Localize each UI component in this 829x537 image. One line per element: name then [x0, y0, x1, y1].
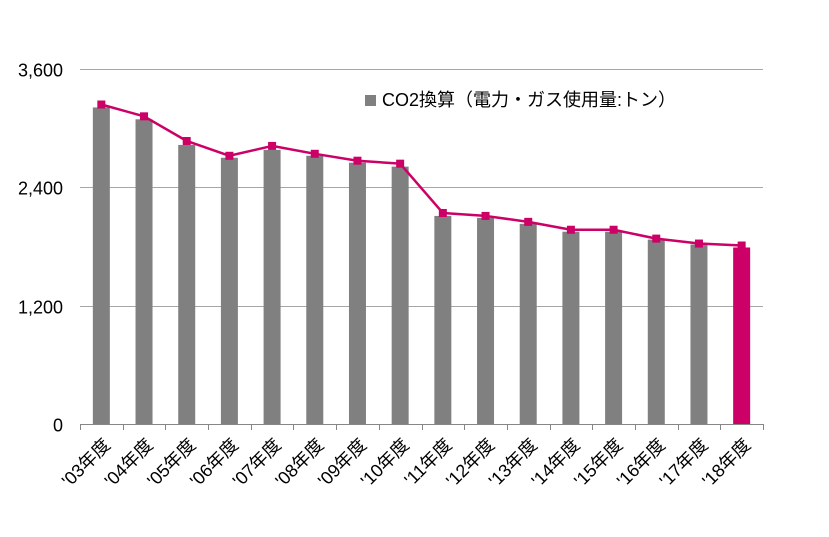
bar	[92, 107, 110, 424]
bars	[92, 107, 751, 425]
line-marker	[97, 100, 106, 109]
bar	[733, 247, 751, 424]
x-tick-label: '18年度	[698, 435, 754, 491]
line-marker	[310, 149, 319, 158]
bar	[178, 144, 196, 425]
legend-swatch	[365, 95, 376, 106]
line-marker	[182, 136, 191, 145]
bar	[690, 244, 708, 424]
y-tick-label: 3,600	[18, 61, 63, 81]
line-marker	[140, 112, 149, 121]
line-marker	[694, 239, 703, 248]
bar	[605, 231, 623, 424]
bar	[519, 223, 537, 424]
bar	[220, 157, 238, 424]
bar	[263, 149, 281, 424]
line-marker	[481, 211, 490, 220]
bar	[562, 231, 580, 424]
line-marker	[566, 225, 575, 234]
bar	[135, 119, 153, 425]
y-axis-ticks: 0 1,200 2,400 3,600	[18, 61, 63, 436]
line-marker	[225, 151, 234, 160]
line-marker	[268, 141, 277, 150]
series-line	[101, 103, 742, 247]
line-series	[97, 100, 746, 250]
bar	[477, 217, 495, 424]
bar	[434, 215, 452, 424]
legend-label: CO2換算（電力・ガス使用量:トン）	[382, 90, 676, 110]
bar	[391, 166, 409, 424]
line-marker	[652, 234, 661, 243]
line-marker	[396, 159, 405, 168]
line-marker	[737, 241, 746, 250]
legend: CO2換算（電力・ガス使用量:トン）	[365, 90, 676, 110]
line-marker	[609, 225, 618, 234]
line-marker	[353, 156, 362, 165]
bar	[647, 239, 665, 424]
y-tick-label: 1,200	[18, 298, 63, 318]
y-tick-label: 2,400	[18, 179, 63, 199]
line-marker	[438, 208, 447, 217]
x-axis-ticks: '03年度'04年度'05年度'06年度'07年度'08年度'09年度'10年度…	[58, 435, 755, 491]
bar	[306, 155, 324, 424]
x-axis	[80, 424, 764, 430]
x-tick-label: '10年度	[357, 435, 413, 491]
bar	[348, 162, 366, 425]
line-marker	[524, 217, 533, 226]
y-tick-label: 0	[53, 416, 63, 436]
